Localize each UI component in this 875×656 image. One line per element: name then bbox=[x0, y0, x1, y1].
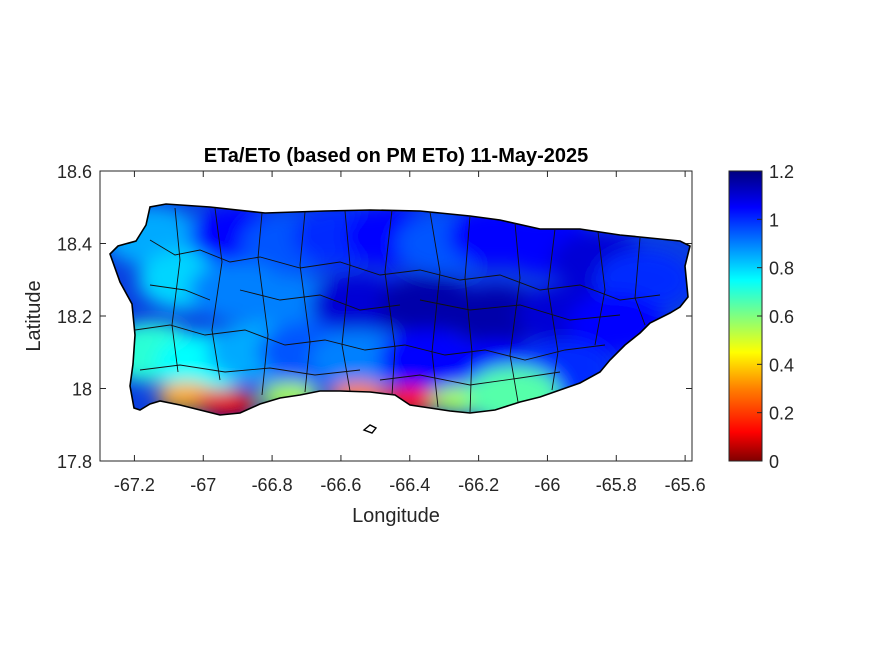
colorbar-tick-label: 1.2 bbox=[769, 162, 794, 182]
x-tick-label: -65.8 bbox=[596, 475, 637, 495]
heatmap-cell bbox=[310, 329, 407, 390]
y-tick-label: 18.2 bbox=[57, 307, 92, 327]
colorbar-tick-label: 1 bbox=[769, 210, 779, 230]
x-axis-label: Longitude bbox=[352, 505, 440, 527]
y-tick-label: 18.6 bbox=[57, 162, 92, 182]
x-tick-label: -67.2 bbox=[114, 475, 155, 495]
heatmap-cell bbox=[447, 286, 544, 346]
x-tick-label: -66.2 bbox=[458, 475, 499, 495]
y-tick-label: 18.4 bbox=[57, 235, 92, 255]
municipality-boundaries bbox=[134, 207, 661, 414]
colorbar-tick-label: 0.8 bbox=[769, 259, 794, 279]
y-tick-label: 18 bbox=[72, 380, 92, 400]
y-axis: 17.8 18 18.2 18.4 18.6 bbox=[57, 162, 692, 472]
x-tick-label: -66 bbox=[534, 475, 560, 495]
colorbar-tick-label: 0.2 bbox=[769, 404, 794, 424]
colorbar-tick-label: 0.6 bbox=[769, 307, 794, 327]
x-tick-label: -65.6 bbox=[665, 475, 706, 495]
x-axis: -67.2 -67 -66.8 -66.6 -66.4 -66.2 -66 -65.8 -65.… bbox=[114, 171, 706, 495]
colorbar-tick-label: 0 bbox=[769, 452, 779, 472]
heatmap-cell bbox=[197, 389, 258, 415]
x-tick-label: -67 bbox=[190, 475, 216, 495]
y-axis-label: Latitude bbox=[23, 280, 45, 351]
x-tick-label: -66.4 bbox=[389, 475, 430, 495]
islet-outline bbox=[362, 424, 378, 434]
colorbar bbox=[728, 170, 763, 462]
y-tick-label: 17.8 bbox=[57, 452, 92, 472]
island-outline bbox=[109, 203, 691, 416]
heatmap-cell bbox=[310, 275, 407, 336]
heatmap-cell bbox=[241, 275, 338, 336]
x-tick-label: -66.6 bbox=[320, 475, 361, 495]
x-tick-label: -66.8 bbox=[252, 475, 293, 495]
chart-title: ETa/ETo (based on PM ETo) 11-May-2025 bbox=[204, 145, 589, 167]
colorbar-ticks: 0 0.2 0.4 0.6 0.8 1 1.2 bbox=[757, 162, 794, 472]
colorbar-tick-label: 0.4 bbox=[769, 355, 794, 375]
